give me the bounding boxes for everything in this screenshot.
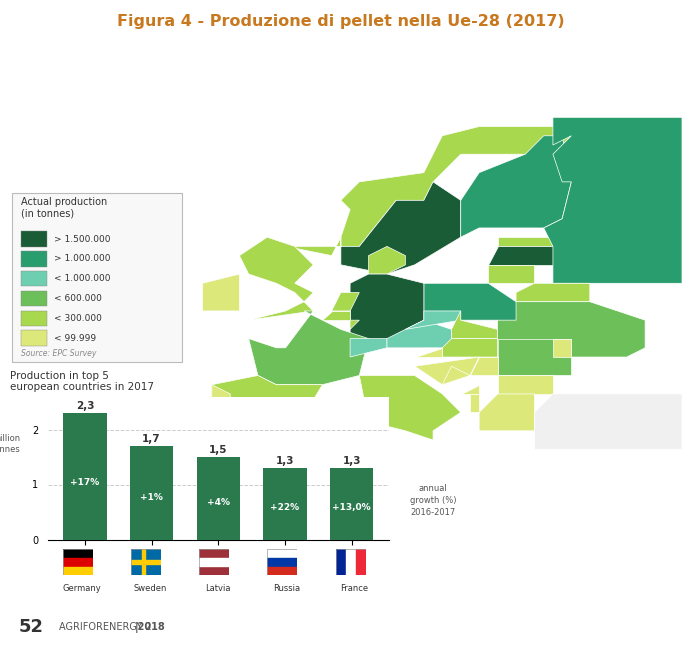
Bar bbox=[267, 558, 297, 567]
Polygon shape bbox=[415, 357, 479, 385]
Bar bbox=[196, 457, 240, 540]
Text: +4%: +4% bbox=[207, 498, 230, 507]
Y-axis label: million
tonnes: million tonnes bbox=[0, 434, 20, 454]
Bar bbox=[330, 468, 373, 540]
Bar bbox=[263, 468, 307, 540]
Text: Actual production
(in tonnes): Actual production (in tonnes) bbox=[20, 197, 107, 218]
Polygon shape bbox=[498, 302, 645, 357]
Bar bbox=[199, 558, 229, 566]
Text: +1%: +1% bbox=[140, 493, 163, 502]
Polygon shape bbox=[488, 246, 553, 265]
Bar bbox=[131, 560, 161, 564]
Text: Source: EPC Survey: Source: EPC Survey bbox=[20, 349, 96, 358]
Polygon shape bbox=[203, 274, 239, 311]
Text: |2018: |2018 bbox=[135, 622, 166, 632]
Text: +17%: +17% bbox=[70, 478, 100, 487]
Polygon shape bbox=[470, 357, 498, 376]
Polygon shape bbox=[470, 394, 479, 412]
Polygon shape bbox=[405, 311, 461, 330]
FancyBboxPatch shape bbox=[12, 194, 182, 362]
Bar bbox=[355, 549, 366, 575]
Bar bbox=[267, 567, 297, 575]
Text: AGRIFORENERGY 2: AGRIFORENERGY 2 bbox=[59, 622, 152, 632]
Bar bbox=[267, 549, 297, 558]
Text: 1,5: 1,5 bbox=[209, 445, 228, 455]
Polygon shape bbox=[341, 182, 461, 274]
Polygon shape bbox=[488, 265, 535, 283]
Polygon shape bbox=[350, 320, 359, 330]
Polygon shape bbox=[286, 127, 572, 255]
Polygon shape bbox=[331, 292, 359, 311]
Polygon shape bbox=[387, 320, 451, 348]
Bar bbox=[63, 413, 106, 540]
Text: 1,3: 1,3 bbox=[342, 456, 361, 466]
Polygon shape bbox=[359, 376, 461, 440]
Polygon shape bbox=[239, 237, 313, 320]
Polygon shape bbox=[212, 385, 231, 440]
Text: Germany: Germany bbox=[63, 584, 101, 593]
Polygon shape bbox=[498, 376, 553, 394]
Polygon shape bbox=[498, 339, 572, 376]
Text: France: France bbox=[340, 584, 369, 593]
Polygon shape bbox=[368, 246, 405, 274]
Text: 2,3: 2,3 bbox=[76, 401, 94, 411]
Bar bbox=[63, 549, 93, 558]
Text: Figura 4 - Produzione di pellet nella Ue-28 (2017): Figura 4 - Produzione di pellet nella Ue… bbox=[117, 14, 565, 29]
Text: 52: 52 bbox=[18, 618, 44, 636]
Text: > 1.500.000: > 1.500.000 bbox=[54, 235, 110, 244]
Text: Sweden: Sweden bbox=[134, 584, 166, 593]
Text: Russia: Russia bbox=[273, 584, 300, 593]
Text: > 1.000.000: > 1.000.000 bbox=[54, 254, 110, 263]
Polygon shape bbox=[479, 394, 535, 431]
Text: +13,0%: +13,0% bbox=[332, 503, 371, 512]
Bar bbox=[346, 549, 355, 575]
Polygon shape bbox=[544, 118, 682, 283]
Bar bbox=[130, 446, 173, 540]
Polygon shape bbox=[74, 173, 175, 200]
Text: European production: European production bbox=[0, 69, 106, 78]
Bar bbox=[20, 231, 47, 247]
Polygon shape bbox=[443, 339, 498, 357]
Text: million tonnes in 2017: million tonnes in 2017 bbox=[6, 169, 100, 178]
Polygon shape bbox=[461, 136, 572, 237]
Text: +22%: +22% bbox=[270, 503, 299, 512]
Polygon shape bbox=[443, 366, 470, 385]
Bar bbox=[20, 330, 47, 346]
Text: 15,0: 15,0 bbox=[100, 101, 183, 133]
Bar bbox=[20, 311, 47, 326]
Polygon shape bbox=[461, 385, 479, 394]
Bar bbox=[20, 271, 47, 287]
Text: < 300.000: < 300.000 bbox=[54, 314, 102, 323]
Text: 17,7: 17,7 bbox=[12, 101, 94, 133]
Polygon shape bbox=[424, 283, 516, 320]
Text: annual
growth (%)
2016-2017: annual growth (%) 2016-2017 bbox=[410, 484, 456, 517]
Text: Production in top 5
european countries in 2017: Production in top 5 european countries i… bbox=[10, 370, 154, 393]
Polygon shape bbox=[350, 274, 424, 348]
Polygon shape bbox=[516, 283, 590, 302]
Text: < 1.000.000: < 1.000.000 bbox=[54, 274, 110, 283]
Bar bbox=[336, 549, 346, 575]
Bar bbox=[142, 549, 145, 575]
Polygon shape bbox=[535, 394, 682, 449]
Polygon shape bbox=[451, 311, 498, 339]
Text: < 600.000: < 600.000 bbox=[54, 294, 102, 303]
Text: million tonnes in 2017: million tonnes in 2017 bbox=[95, 169, 188, 178]
Text: 1,3: 1,3 bbox=[276, 456, 294, 466]
Bar bbox=[20, 291, 47, 306]
Polygon shape bbox=[249, 311, 368, 385]
Text: Latvia: Latvia bbox=[205, 584, 231, 593]
Polygon shape bbox=[498, 237, 553, 246]
Polygon shape bbox=[212, 376, 323, 449]
Text: < 99.999: < 99.999 bbox=[54, 333, 96, 343]
Bar bbox=[63, 567, 93, 575]
Text: 1,7: 1,7 bbox=[143, 434, 161, 444]
Bar bbox=[20, 251, 47, 266]
Bar bbox=[63, 558, 93, 567]
Text: EU-28 production: EU-28 production bbox=[98, 69, 186, 78]
Polygon shape bbox=[415, 348, 443, 357]
Polygon shape bbox=[553, 339, 572, 357]
Polygon shape bbox=[323, 311, 350, 320]
Polygon shape bbox=[350, 339, 387, 357]
